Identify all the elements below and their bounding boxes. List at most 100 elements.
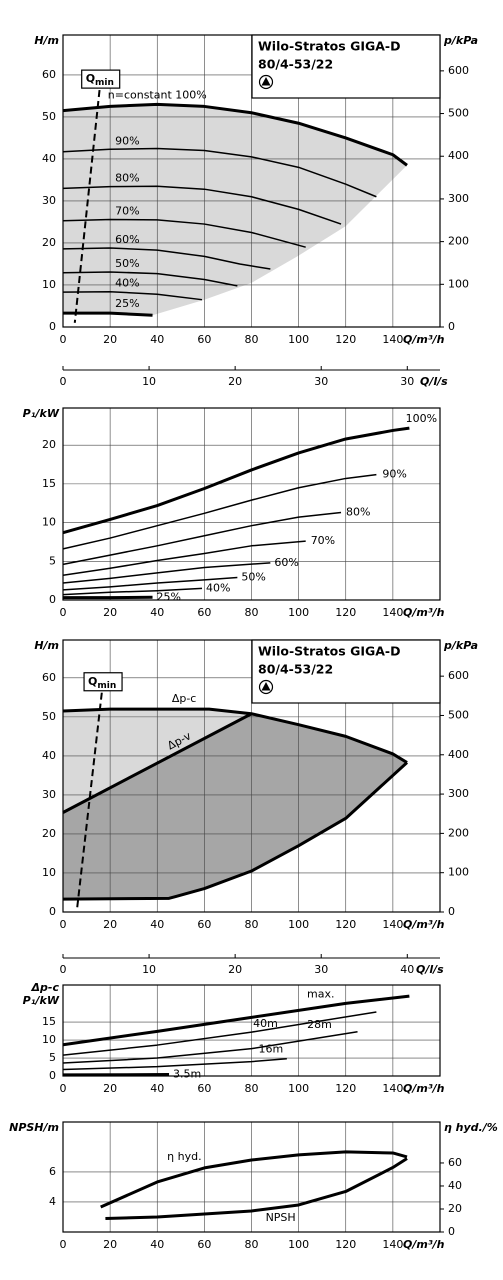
x-tick-label: 30: [314, 963, 328, 976]
curve: [63, 311, 153, 317]
x-tick-label: 0: [60, 1082, 67, 1095]
curve: [105, 1157, 408, 1220]
curve: [62, 426, 410, 535]
x-tick-label: 40: [400, 963, 414, 976]
y-tick-label: 0: [49, 1069, 56, 1082]
x-tick-label: 80: [245, 918, 259, 931]
curve-label: 25%: [115, 297, 139, 310]
y-tick-label: 5: [49, 554, 56, 567]
curve: [62, 1031, 358, 1064]
y2-tick-label: 500: [448, 107, 469, 120]
y-tick-label: 15: [42, 1015, 56, 1028]
curve: [62, 712, 253, 814]
curve: [62, 994, 410, 1047]
x-tick-label: 120: [335, 918, 356, 931]
y2-tick-label: 40: [448, 1179, 462, 1192]
x-tick-label: 60: [197, 606, 211, 619]
y2-tick-label: 20: [448, 1202, 462, 1215]
x-tick-label: 10: [142, 375, 156, 388]
y-tick-label: 0: [49, 593, 56, 606]
y2-axis-label: p/kPa: [443, 639, 478, 652]
curve: [62, 271, 238, 287]
y-tick-label: 10: [42, 278, 56, 291]
x-tick-label: 100: [288, 333, 309, 346]
qmin-label: Qmin: [88, 675, 116, 691]
x-tick-label: 60: [197, 1082, 211, 1095]
x-tick-label: 20: [103, 918, 117, 931]
curve: [62, 102, 408, 167]
y2-tick-label: 100: [448, 277, 469, 290]
x-tick-label: 40: [150, 918, 164, 931]
y-axis-label: P₁/kW: [23, 994, 60, 1007]
qmin-q: Q: [86, 72, 95, 85]
icon: [261, 682, 271, 691]
curve: [62, 147, 377, 198]
curve-label: 40m: [253, 1017, 278, 1030]
y-tick-label: 20: [42, 827, 56, 840]
curve-label: 70%: [311, 534, 335, 547]
x-tick-label: 20: [103, 1238, 117, 1251]
x-tick-label: 120: [335, 606, 356, 619]
curve-label: Δp-c: [172, 692, 197, 705]
curve-label: η hyd.: [167, 1150, 201, 1163]
y-tick-label: 0: [49, 905, 56, 918]
curve-label: 16m: [258, 1043, 283, 1056]
x-tick-label: 140: [382, 333, 403, 346]
x-tick-label: 0: [60, 963, 67, 976]
y-tick-label: 20: [42, 236, 56, 249]
y-tick-label: 10: [42, 1033, 56, 1046]
y-tick-label: 0: [49, 320, 56, 333]
x-axis-label: Q/m³/h: [403, 1238, 445, 1251]
x-tick-label: 40: [150, 1082, 164, 1095]
x-tick-label: 20: [228, 963, 242, 976]
x-tick-label: 10: [142, 963, 156, 976]
curve-label: 28m: [307, 1018, 332, 1031]
y2-tick-label: 600: [448, 64, 469, 77]
y2-tick-label: 300: [448, 787, 469, 800]
qmin-sub: min: [97, 680, 116, 690]
x-tick-label: 40: [150, 606, 164, 619]
y-axis-label: P₁/kW: [23, 407, 60, 420]
title-box: [251, 639, 441, 704]
y2-tick-label: 200: [448, 826, 469, 839]
title-box: [251, 34, 441, 99]
curve: [62, 185, 342, 225]
curve: [62, 576, 238, 591]
y2-tick-label: 400: [448, 748, 469, 761]
x-axis-label: Q/m³/h: [403, 1082, 445, 1095]
x-tick-label: 140: [382, 918, 403, 931]
curve: [62, 473, 377, 550]
x-tick-label: 40: [150, 333, 164, 346]
y-tick-label: 40: [42, 152, 56, 165]
x-tick-label: 60: [197, 918, 211, 931]
y2-axis-label: η hyd./%: [444, 1121, 498, 1134]
curve: [62, 587, 203, 596]
qmin-line: [73, 79, 102, 323]
y-tick-label: 20: [42, 438, 56, 451]
y-tick-label: 4: [49, 1195, 56, 1208]
x-tick-label: 80: [245, 1082, 259, 1095]
qmin-line: [76, 681, 105, 909]
x-tick-label: 100: [288, 1082, 309, 1095]
curve: [62, 1011, 377, 1056]
operating-area: [63, 104, 408, 316]
x-tick-label: 100: [288, 606, 309, 619]
plot-frame: [62, 1121, 441, 1233]
y-tick-label: 15: [42, 477, 56, 490]
curve: [62, 1057, 287, 1071]
qmin-q: Q: [88, 675, 97, 688]
x-tick-label: 20: [103, 1082, 117, 1095]
y-tick-label: 50: [42, 710, 56, 723]
x-tick-label: 140: [382, 1238, 403, 1251]
curve-label: NPSH: [266, 1211, 296, 1224]
y2-tick-label: 100: [448, 866, 469, 879]
y2-axis-label: p/kPa: [443, 34, 478, 47]
x-tick-label: 120: [335, 333, 356, 346]
qmin-sub: min: [95, 78, 114, 88]
y2-tick-label: 600: [448, 669, 469, 682]
x-tick-label: 120: [335, 1238, 356, 1251]
y-tick-label: 60: [42, 68, 56, 81]
qmin-box: [81, 69, 121, 89]
curve-label: max.: [307, 987, 334, 1000]
curve-label: 40%: [115, 277, 139, 290]
